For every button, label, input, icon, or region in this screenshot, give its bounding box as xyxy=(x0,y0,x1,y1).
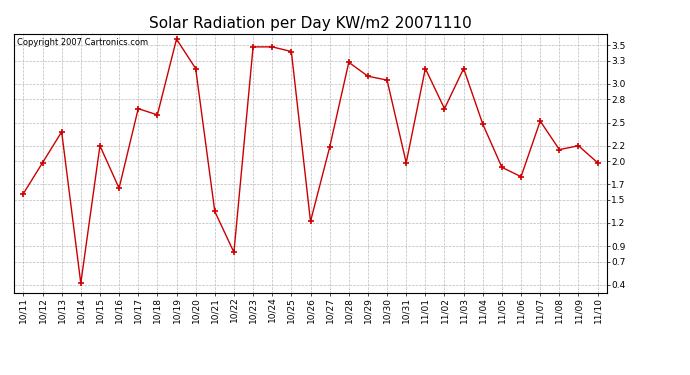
Text: Copyright 2007 Cartronics.com: Copyright 2007 Cartronics.com xyxy=(17,38,148,46)
Title: Solar Radiation per Day KW/m2 20071110: Solar Radiation per Day KW/m2 20071110 xyxy=(149,16,472,31)
